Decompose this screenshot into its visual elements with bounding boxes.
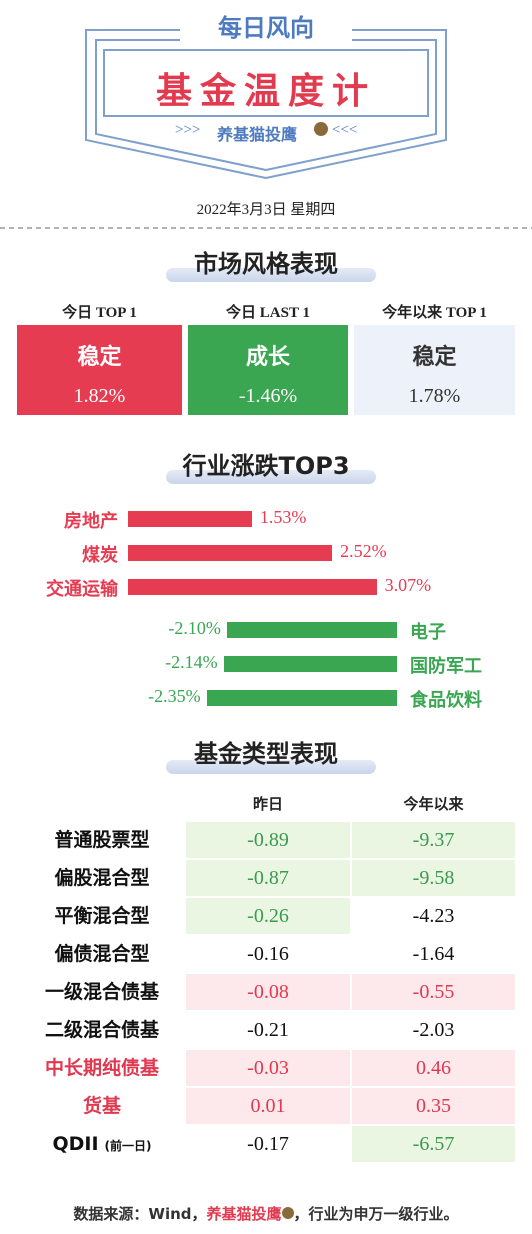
- column-header: 今年以来: [403, 795, 464, 813]
- bar: [206, 690, 397, 706]
- table-cell: -0.89: [186, 822, 350, 858]
- card-label: 今年以来 TOP 1: [382, 305, 487, 321]
- table-cell: -6.57: [352, 1126, 515, 1162]
- bar-label: -2.35%: [148, 686, 201, 706]
- header-brand: 养基猫投鹰: [216, 125, 297, 144]
- date: 2022年3月3日 星期四: [196, 202, 336, 218]
- footer-source: 数据来源：Wind，: [73, 1205, 207, 1223]
- style-card: 成长 -1.46%: [188, 325, 348, 415]
- row-name-text: 中长期纯债基: [44, 1057, 159, 1079]
- table-cell: -9.37: [352, 822, 515, 858]
- row-name-text: 偏债混合型: [54, 943, 150, 965]
- header-frame: [0, 29, 532, 229]
- owl-icon: [281, 1207, 294, 1219]
- bar-label: -2.10%: [168, 618, 221, 638]
- row-name: 中长期纯债基: [17, 1050, 187, 1086]
- row-name-text: 平衡混合型: [54, 905, 150, 927]
- card-name: 稳定: [412, 345, 457, 370]
- row-name-text: QDII: [52, 1133, 99, 1155]
- row-name: QDII (前一日): [17, 1126, 187, 1162]
- row-name-text: 货基: [82, 1095, 121, 1117]
- bar-label: 1.53%: [259, 507, 307, 527]
- column-header: 昨日: [252, 795, 283, 813]
- chevrons: <<<: [332, 122, 358, 138]
- row-note: (前一日): [104, 1139, 152, 1153]
- table-cell: 0.35: [352, 1088, 515, 1124]
- industry-name: 煤炭: [82, 545, 118, 566]
- card-name: 成长: [245, 345, 290, 370]
- row-name: 一级混合债基: [17, 974, 187, 1010]
- table-cell: -0.87: [186, 860, 350, 896]
- row-name-text: 一级混合债基: [44, 981, 159, 1003]
- table-cell: -0.03: [186, 1050, 350, 1086]
- card-value: 1.82%: [73, 385, 126, 407]
- row-name: 货基: [17, 1088, 187, 1124]
- title-pill: [166, 470, 376, 484]
- title-pill: [166, 268, 376, 282]
- style-card: 稳定 1.78%: [354, 325, 515, 415]
- row-name: 偏债混合型: [17, 936, 187, 972]
- industry-name: 国防军工: [410, 656, 482, 677]
- card-name: 稳定: [77, 345, 122, 370]
- row-name: 普通股票型: [17, 822, 187, 858]
- row-name: 平衡混合型: [17, 898, 187, 934]
- table-cell: -0.16: [186, 936, 350, 972]
- row-name: 偏股混合型: [17, 860, 187, 896]
- footer-note: ，行业为申万一级行业。: [293, 1205, 459, 1223]
- card-label: 今日 TOP 1: [62, 305, 137, 321]
- row-name-text: 偏股混合型: [54, 867, 150, 889]
- bar-label: 3.07%: [384, 575, 432, 595]
- section-title: 市场风格表现: [194, 250, 338, 278]
- footer-brand: 养基猫投鹰: [206, 1205, 282, 1223]
- row-name-text: 普通股票型: [54, 829, 150, 851]
- table-cell: 0.46: [352, 1050, 515, 1086]
- table-cell: -0.21: [186, 1012, 350, 1048]
- bar-label: -2.14%: [165, 652, 218, 672]
- bar: [128, 579, 377, 595]
- table-cell: -0.17: [186, 1126, 350, 1162]
- table-cell: -1.64: [352, 936, 515, 972]
- industry-name: 电子: [410, 622, 446, 643]
- industry-name: 房地产: [64, 511, 118, 532]
- header-tag: 每日风向: [218, 14, 314, 42]
- row-name: 二级混合债基: [17, 1012, 187, 1048]
- header-title: 基金温度计: [155, 71, 376, 112]
- style-card: 稳定 1.82%: [17, 325, 182, 415]
- table-cell: -0.26: [186, 898, 350, 934]
- industry-name: 交通运输: [46, 579, 118, 600]
- table-cell: -2.03: [352, 1012, 515, 1048]
- card-value: -1.46%: [238, 385, 298, 407]
- title-pill: [166, 760, 376, 774]
- card-value: 1.78%: [408, 385, 461, 407]
- row-name-text: 二级混合债基: [44, 1019, 159, 1041]
- table-cell: 0.01: [186, 1088, 350, 1124]
- table-cell: -0.55: [352, 974, 515, 1010]
- chevrons: >>>: [175, 122, 201, 138]
- industry-name: 食品饮料: [410, 690, 482, 711]
- bar: [226, 622, 397, 638]
- bar: [223, 656, 397, 672]
- section-title: 基金类型表现: [194, 740, 338, 768]
- table-cell: -4.23: [352, 898, 515, 934]
- bar: [128, 511, 252, 527]
- bar-label: 2.52%: [340, 541, 387, 561]
- bar: [128, 545, 333, 561]
- section-title: 行业涨跌TOP3: [182, 452, 350, 480]
- table-cell: -0.08: [186, 974, 350, 1010]
- table-cell: -9.58: [352, 860, 515, 896]
- card-label: 今日 LAST 1: [226, 305, 310, 321]
- footer: 数据来源：Wind，养基猫投鹰 ，行业为申万一级行业。: [0, 1203, 532, 1224]
- owl-icon: [314, 122, 328, 136]
